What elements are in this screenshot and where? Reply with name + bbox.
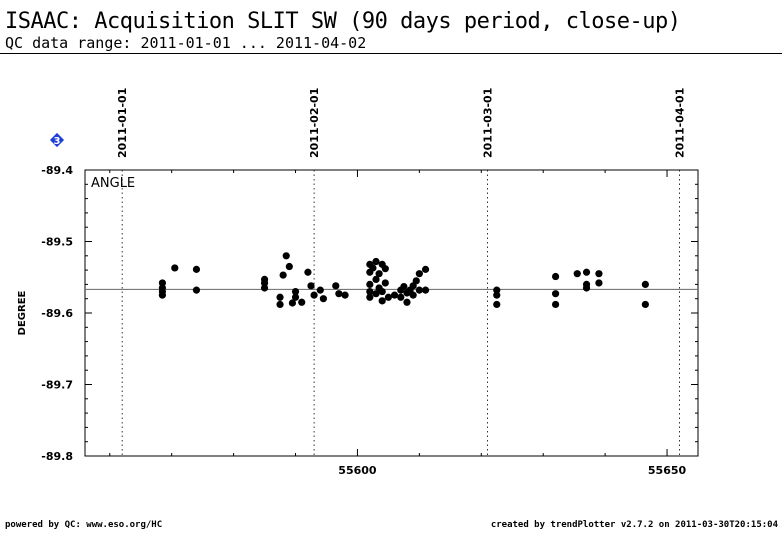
data-point (304, 268, 312, 276)
date-marker-label: 2011-03-01 (481, 88, 494, 158)
data-point (171, 264, 179, 272)
data-point (378, 297, 386, 305)
data-point (276, 293, 284, 301)
data-point (409, 291, 417, 299)
data-point (279, 271, 287, 279)
data-point (260, 284, 269, 292)
date-marker-label: 2011-04-01 (673, 88, 686, 158)
data-point (310, 291, 318, 299)
data-point (319, 295, 327, 303)
data-point (412, 277, 420, 285)
data-point (551, 290, 560, 298)
data-point (400, 282, 408, 291)
data-points (158, 252, 649, 309)
data-point (415, 270, 423, 278)
data-point (372, 257, 380, 266)
page-title: ISAAC: Acquisition SLIT SW (90 days peri… (5, 9, 681, 34)
data-point (298, 298, 306, 306)
y-tick-label: -89.7 (41, 379, 73, 392)
data-point (595, 270, 603, 278)
data-point (582, 284, 591, 292)
date-markers: 2011-01-01 2011-02-01 2011-03-01 2011-04-01 (116, 88, 686, 456)
data-point (641, 300, 649, 309)
data-point (307, 282, 315, 290)
data-point (366, 287, 374, 296)
data-point (375, 270, 383, 278)
x-tick-label: 55650 (648, 464, 687, 477)
x-axis: 55600 55650 (109, 170, 687, 477)
data-point (276, 300, 284, 309)
y-tick-label: -89.8 (41, 450, 73, 463)
data-point (288, 299, 297, 307)
data-point (260, 279, 269, 287)
data-point (291, 293, 300, 301)
data-point (192, 286, 201, 294)
data-point (493, 300, 501, 309)
data-point (573, 270, 581, 278)
data-point (493, 286, 501, 294)
data-point (390, 291, 399, 299)
data-point (551, 272, 560, 281)
y-tick-label: -89.6 (41, 307, 73, 320)
badge-icon[interactable]: 3 (49, 132, 65, 148)
data-point (291, 287, 300, 296)
footer-powered-by: powered by QC: www.eso.org/HC (5, 520, 163, 530)
data-point (332, 282, 340, 290)
data-point (285, 262, 293, 271)
y-tick-label: -89.5 (41, 236, 73, 249)
y-axis-label: DEGREE (17, 290, 28, 335)
data-point (381, 279, 389, 287)
data-point (341, 291, 349, 299)
y-axis: -89.4 -89.5 -89.6 -89.7 -89.8 (41, 164, 698, 463)
data-point (595, 279, 603, 287)
data-point (372, 275, 380, 283)
data-point (158, 291, 166, 299)
badge-number: 3 (54, 136, 61, 147)
data-point (316, 286, 324, 294)
data-point (421, 265, 430, 273)
data-point (381, 265, 389, 273)
date-marker-label: 2011-02-01 (308, 88, 321, 158)
data-point (282, 252, 290, 260)
data-point (641, 280, 649, 288)
plot-area-border (84, 169, 699, 457)
qc-data-range: QC data range: 2011-01-01 ... 2011-04-02 (5, 34, 367, 52)
footer-created-by: created by trendPlotter v2.7.2 on 2011-0… (490, 520, 778, 530)
x-tick-label: 55600 (338, 464, 377, 477)
plot-frame (84, 169, 699, 457)
data-point (421, 286, 430, 294)
y-tick-label: -89.4 (41, 164, 73, 177)
data-point (403, 298, 411, 306)
data-point (366, 280, 374, 288)
data-point (415, 286, 423, 294)
data-point (335, 290, 343, 298)
data-point (158, 279, 166, 287)
data-point (378, 287, 386, 296)
data-point (366, 293, 374, 301)
data-point (369, 264, 377, 272)
data-point (551, 300, 560, 309)
data-point (384, 293, 393, 301)
data-point (192, 265, 201, 273)
data-point (372, 290, 380, 298)
panel-label: ANGLE (91, 176, 135, 191)
header-divider (0, 53, 782, 54)
data-point (582, 268, 591, 276)
data-point (493, 291, 501, 299)
data-point (397, 293, 405, 301)
date-marker-label: 2011-01-01 (116, 88, 129, 158)
